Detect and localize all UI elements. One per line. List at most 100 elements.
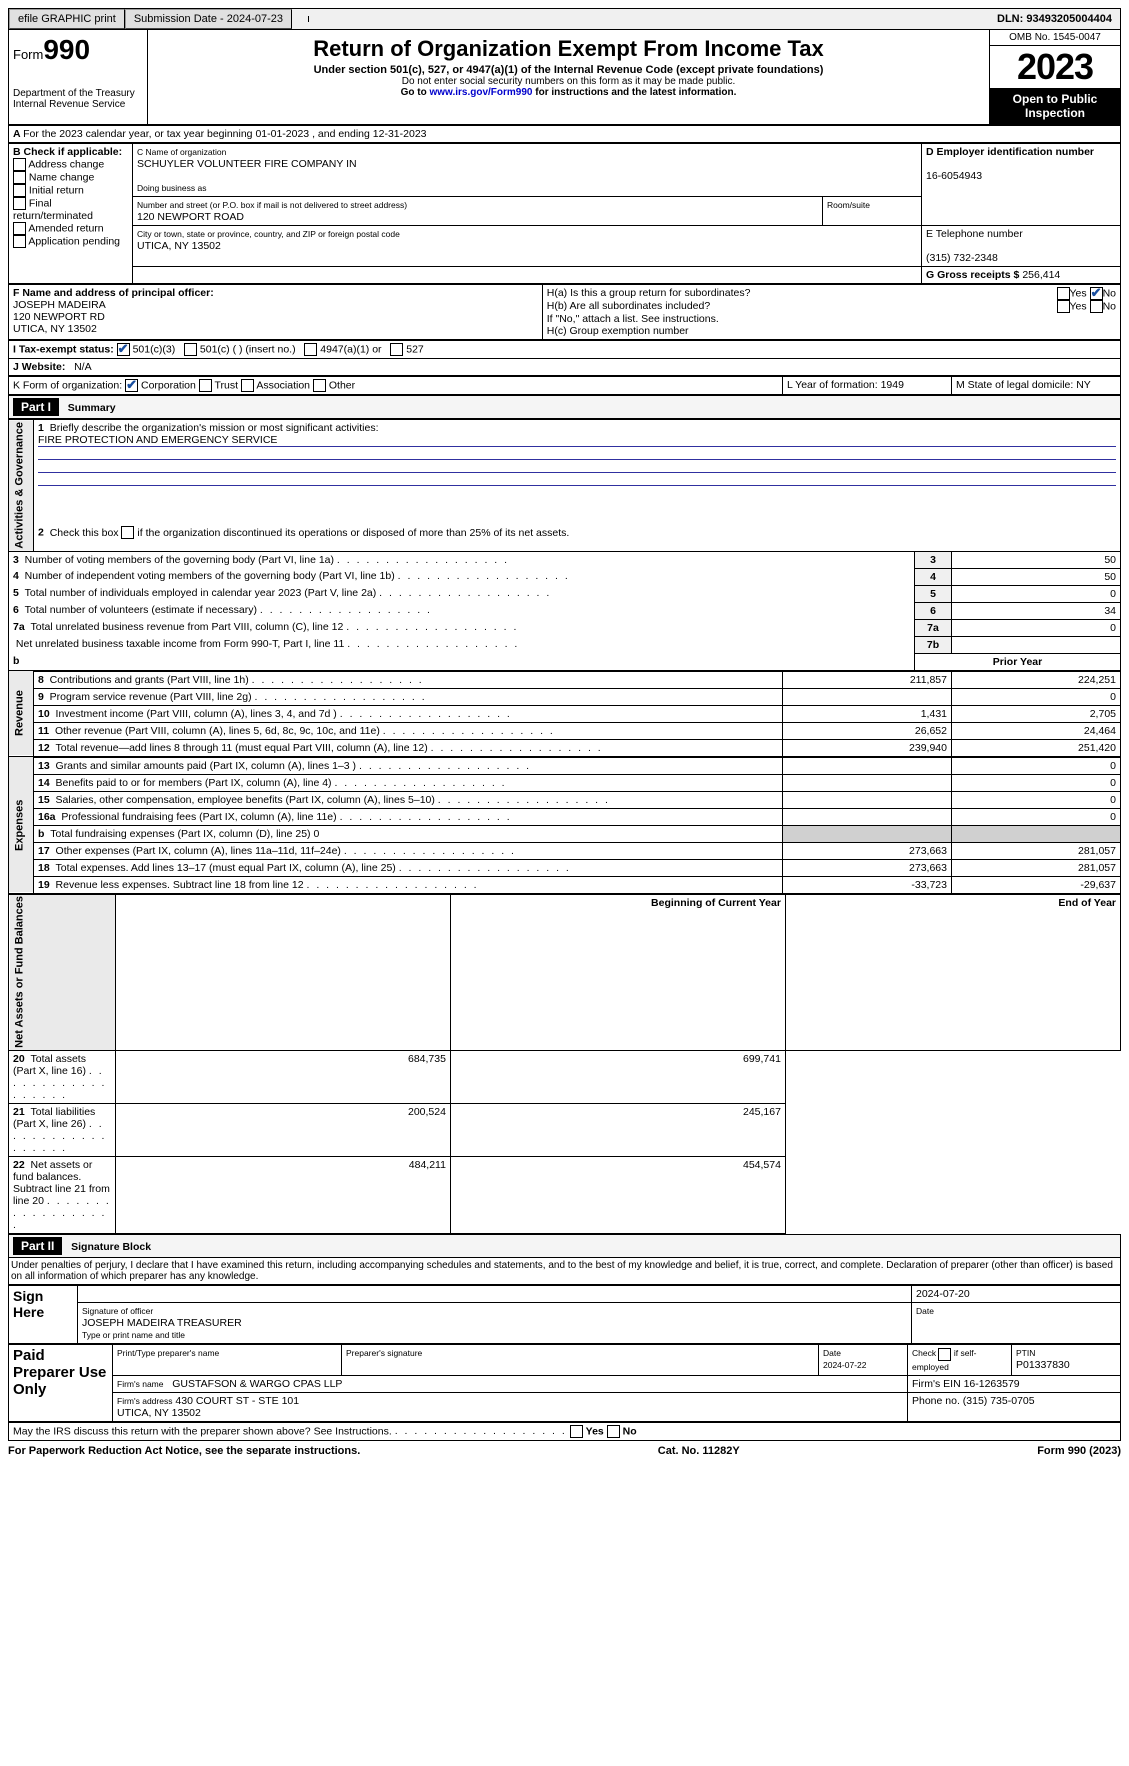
hdr-prior: Prior Year [993,656,1042,668]
cb-hb-no[interactable] [1090,300,1103,313]
officer-sig: JOSEPH MADEIRA TREASURER [82,1317,242,1329]
cb-hb-yes[interactable] [1057,300,1070,313]
ein-label: D Employer identification number [926,146,1094,158]
part1-title: Summary [68,402,116,414]
gross-receipts: 256,414 [1022,269,1060,281]
ptin: P01337830 [1016,1359,1070,1371]
city-label: City or town, state or province, country… [137,229,400,239]
h-b-label: H(b) Are all subordinates included? [547,300,710,313]
dba-label: Doing business as [137,183,206,193]
cb-corp[interactable] [125,379,138,392]
part2-tag: Part II [13,1237,62,1255]
cb-501c[interactable] [184,343,197,356]
open-inspection: Open to Public Inspection [990,88,1120,124]
cb-final-return[interactable] [13,197,26,210]
expenses-table: Expenses13 Grants and similar amounts pa… [8,757,1121,894]
identity-block: B Check if applicable: Address change Na… [8,143,1121,284]
gross-receipts-label: G Gross receipts $ [926,269,1019,281]
cb-name-change[interactable] [13,171,26,184]
pt-self-emp: Check if self-employed [912,1348,977,1371]
cb-ha-no[interactable] [1090,287,1103,300]
mission-text: FIRE PROTECTION AND EMERGENCY SERVICE [38,434,1116,447]
sig-date: 2024-07-20 [912,1286,1121,1303]
phone-label: E Telephone number [926,228,1023,240]
revenue-table: Revenue8 Contributions and grants (Part … [8,671,1121,757]
cb-discuss-no[interactable] [607,1425,620,1438]
omb-number: OMB No. 1545-0047 [990,30,1120,46]
cb-501c3[interactable] [117,343,130,356]
org-form-label: K Form of organization: [13,379,122,391]
footer-left: For Paperwork Reduction Act Notice, see … [8,1445,360,1457]
h-c-label: H(c) Group exemption number [547,325,1116,337]
form-number: Form990 [13,34,143,66]
firm-ein: Firm's EIN 16-1263579 [908,1375,1121,1392]
firm-name: GUSTAFSON & WARGO CPAS LLP [172,1378,342,1390]
form-subtitle: Under section 501(c), 527, or 4947(a)(1)… [152,64,985,76]
org-form-block: K Form of organization: Corporation Trus… [8,376,1121,395]
org-name-label: C Name of organization [137,147,226,157]
line-a: A For the 2023 calendar year, or tax yea… [9,126,1121,143]
penalty-text: Under penalties of perjury, I declare th… [8,1258,1121,1285]
paid-preparer: Paid Preparer Use Only [9,1345,113,1421]
cb-self-employed[interactable] [938,1348,951,1361]
officer-label: F Name and address of principal officer: [13,287,214,299]
dln: DLN: 93493205004404 [989,10,1120,28]
street: 120 NEWPORT ROAD [137,211,244,223]
cb-initial-return[interactable] [13,184,26,197]
irs-link[interactable]: www.irs.gov/Form990 [429,87,532,98]
instructions-link-line: Go to www.irs.gov/Form990 for instructio… [152,87,985,98]
hdr-end: End of Year [1058,897,1116,909]
officer-city: UTICA, NY 13502 [13,323,97,335]
sig-date-label: Date [916,1306,934,1316]
room-label: Room/suite [827,200,870,210]
hdr-beg: Beginning of Current Year [651,897,781,909]
state-domicile: M State of legal domicile: NY [952,377,1121,395]
efile-print-button[interactable]: efile GRAPHIC print [9,9,125,29]
cb-ha-yes[interactable] [1057,287,1070,300]
website-label: J Website: [13,361,65,373]
pt-sig-label: Preparer's signature [346,1348,422,1358]
dept-treasury: Department of the Treasury Internal Reve… [13,88,143,110]
mission-label: Briefly describe the organization's miss… [50,422,379,434]
part1-tag: Part I [13,398,59,416]
preparer-block: Paid Preparer Use Only Print/Type prepar… [8,1344,1121,1421]
org-name: SCHUYLER VOLUNTEER FIRE COMPANY IN [137,158,357,170]
cb-other[interactable] [313,379,326,392]
cb-app-pending[interactable] [13,235,26,248]
vlabel-netassets: Net Assets or Fund Balances [9,894,116,1051]
form-header: Form990 Department of the Treasury Inter… [8,30,1121,125]
footer-cat: Cat. No. 11282Y [658,1445,740,1457]
website-value: N/A [74,361,92,373]
discuss-line: May the IRS discuss this return with the… [9,1422,1121,1440]
cb-assoc[interactable] [241,379,254,392]
year-formation: L Year of formation: 1949 [783,377,952,395]
officer-group-block: F Name and address of principal officer:… [8,284,1121,340]
cb-4947[interactable] [304,343,317,356]
sig-officer-label: Signature of officer [82,1306,153,1316]
cb-discuss-yes[interactable] [570,1425,583,1438]
firm-phone: Phone no. (315) 735-0705 [908,1392,1121,1421]
q2-text: Check this box if the organization disco… [50,527,570,539]
h-a-label: H(a) Is this a group return for subordin… [547,287,751,300]
tax-year: 2023 [990,46,1120,88]
cb-527[interactable] [390,343,403,356]
phone-value: (315) 732-2348 [926,252,998,264]
cb-discontinued[interactable] [121,526,134,539]
section-b-label: B Check if applicable: [13,146,122,158]
tax-status-label: I Tax-exempt status: [13,343,114,355]
ssn-note: Do not enter social security numbers on … [152,76,985,87]
form-title: Return of Organization Exempt From Incom… [152,36,985,62]
signature-block: Sign Here 2024-07-20 Signature of office… [8,1285,1121,1344]
ptin-label: PTIN [1016,1348,1035,1358]
vlabel-activities: Activities & Governance [9,420,34,552]
pt-name-label: Print/Type preparer's name [117,1348,219,1358]
cb-address-change[interactable] [13,158,26,171]
officer-street: 120 NEWPORT RD [13,311,105,323]
summary-table: Activities & Governance 1 Briefly descri… [8,419,1121,671]
part2-title: Signature Block [71,1241,151,1253]
h-b-note: If "No," attach a list. See instructions… [547,313,1116,325]
sign-here: Sign Here [9,1286,78,1344]
pt-date: Date 2024-07-22 [823,1348,866,1370]
cb-trust[interactable] [199,379,212,392]
cb-amended[interactable] [13,222,26,235]
